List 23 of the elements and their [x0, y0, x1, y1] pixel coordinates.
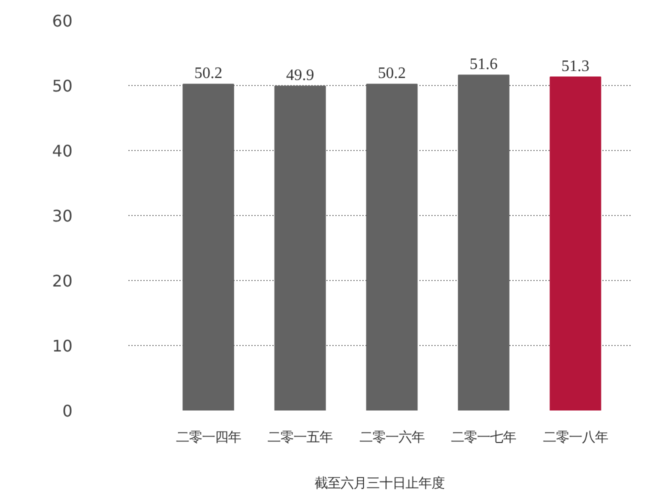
y-tick-label: 50 [52, 76, 72, 96]
data-label: 50.2 [378, 65, 406, 82]
data-label: 51.3 [561, 58, 590, 76]
y-tick-label: 10 [52, 336, 72, 356]
y-tick-label: 0 [62, 402, 73, 420]
bar [274, 86, 326, 410]
data-label: 51.6 [470, 56, 498, 74]
x-tick-label: 二零一五年 [268, 430, 333, 446]
x-tick-label: 二零一八年 [542, 430, 608, 446]
bar [182, 84, 234, 410]
x-tick-label: 二零一四年 [176, 430, 241, 446]
data-label: 49.9 [286, 67, 314, 84]
bar [550, 76, 602, 410]
y-tick-label: 30 [52, 206, 72, 226]
x-tick-label: 二零一六年 [359, 430, 424, 446]
data-label: 50.2 [194, 65, 222, 82]
y-tick-label: 40 [52, 142, 72, 160]
y-tick-label: 60 [52, 12, 72, 30]
y-tick-label: 20 [52, 272, 72, 290]
bar [458, 74, 510, 410]
x-axis-title: 截至六月三十日止年度 [314, 476, 444, 492]
bar [366, 84, 418, 410]
x-tick-label: 二零一七年 [451, 430, 516, 446]
